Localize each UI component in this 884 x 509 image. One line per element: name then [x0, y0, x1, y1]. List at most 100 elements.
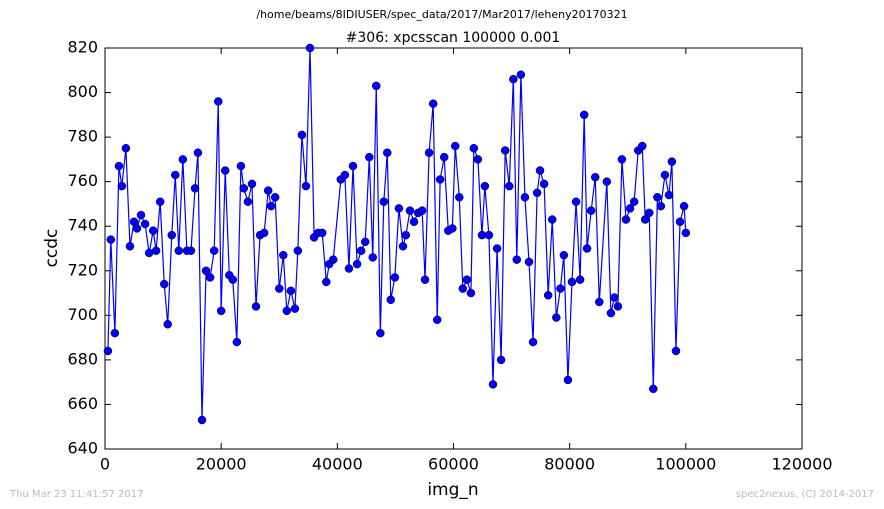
data-point [383, 148, 392, 157]
data-point [520, 193, 530, 202]
data-point [656, 201, 666, 211]
data-point [582, 244, 592, 253]
data-point [197, 415, 207, 425]
data-point [528, 337, 538, 347]
data-point [638, 141, 647, 151]
data-point [251, 302, 261, 311]
data-point [386, 295, 396, 304]
data-point [117, 181, 127, 191]
data-point [625, 204, 635, 213]
data-point [653, 193, 662, 202]
chart-title: #306: xpcsscan 100000 0.001 [346, 30, 561, 46]
data-point [216, 306, 226, 316]
data-point [664, 190, 674, 200]
data-point [205, 273, 215, 282]
data-point [293, 246, 303, 255]
data-point [201, 266, 211, 276]
data-point [228, 275, 238, 284]
data-point [575, 275, 585, 284]
data-point [305, 43, 315, 53]
data-point [532, 188, 542, 198]
data-point [360, 237, 370, 247]
data-point [290, 304, 300, 313]
data-point [390, 273, 400, 282]
data-point [110, 328, 120, 338]
y-tick-label: 700 [67, 305, 98, 324]
data-point [455, 193, 464, 202]
data-point [559, 250, 569, 260]
data-point [275, 284, 284, 293]
data-point [484, 230, 494, 240]
data-point [644, 208, 654, 218]
data-point [167, 230, 177, 240]
data-point [151, 246, 161, 255]
data-point [512, 255, 522, 264]
data-point [509, 74, 518, 84]
data-point [163, 319, 172, 329]
data-point [297, 130, 307, 140]
data-point [159, 279, 169, 289]
data-point [547, 215, 557, 224]
x-tick-label: 20000 [196, 455, 247, 474]
data-point [505, 181, 514, 191]
footer-right: spec2nexus, (C) 2014-2017 [736, 489, 874, 500]
data-point [121, 144, 131, 153]
data-point [398, 242, 408, 251]
data-point [606, 308, 616, 318]
data-point [401, 230, 411, 240]
data-point [466, 288, 476, 298]
data-point [174, 246, 184, 255]
suptitle: /home/beams/8IDIUSER/spec_data/2017/Mar2… [256, 8, 627, 21]
data-point [140, 219, 150, 229]
data-point [469, 144, 479, 153]
y-tick-label: 680 [67, 349, 98, 368]
data-point [420, 275, 430, 284]
data-point [344, 264, 354, 273]
data-point [263, 186, 273, 195]
data-point [462, 275, 472, 284]
data-point [524, 257, 534, 267]
data-point [286, 286, 296, 296]
data-point [178, 155, 188, 164]
data-point [613, 302, 623, 311]
data-point [125, 242, 135, 251]
data-point [259, 228, 269, 238]
data-point [675, 217, 685, 227]
data-point [667, 157, 677, 166]
data-point [640, 215, 650, 224]
data-point [270, 193, 280, 202]
data-point [103, 346, 113, 356]
data-point [435, 175, 445, 184]
y-tick-label: 800 [67, 82, 98, 101]
data-line [107, 47, 687, 421]
y-tick-label: 740 [67, 216, 98, 235]
data-point [239, 184, 249, 193]
data-point [155, 197, 165, 206]
data-point [424, 148, 434, 157]
data-point [214, 97, 223, 106]
x-tick-label: 100000 [655, 455, 716, 474]
data-point [579, 110, 589, 120]
data-point [417, 206, 427, 215]
x-tick-label: 0 [100, 455, 110, 474]
data-point [439, 152, 449, 162]
data-point [322, 277, 331, 287]
data-point [132, 224, 142, 233]
data-point [492, 244, 502, 253]
data-point [243, 197, 253, 206]
data-point [552, 313, 561, 322]
data-point [567, 277, 577, 287]
plot-frame [104, 47, 803, 450]
x-tick-label: 60000 [428, 455, 479, 474]
x-tick-label: 120000 [771, 455, 832, 474]
data-point [458, 284, 468, 293]
data-point [266, 201, 276, 211]
data-point [535, 166, 545, 175]
data-point [368, 253, 378, 262]
data-point [563, 375, 573, 385]
y-tick-label: 760 [67, 171, 98, 190]
data-point [671, 346, 681, 356]
data-point [352, 259, 362, 269]
footer-left: Thu Mar 23 11:41:57 2017 [9, 489, 143, 500]
